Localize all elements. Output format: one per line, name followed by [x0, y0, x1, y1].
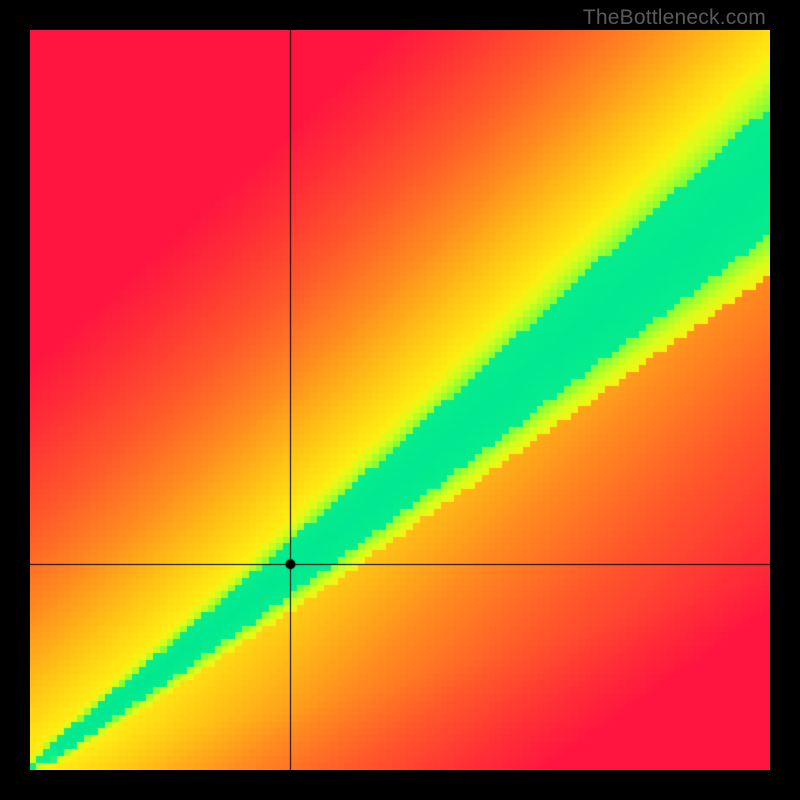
- frame-border-left: [0, 0, 30, 800]
- frame-border-bottom: [0, 770, 800, 800]
- frame-border-right: [770, 0, 800, 800]
- bottleneck-heatmap: [30, 30, 770, 770]
- watermark-text: TheBottleneck.com: [583, 6, 766, 30]
